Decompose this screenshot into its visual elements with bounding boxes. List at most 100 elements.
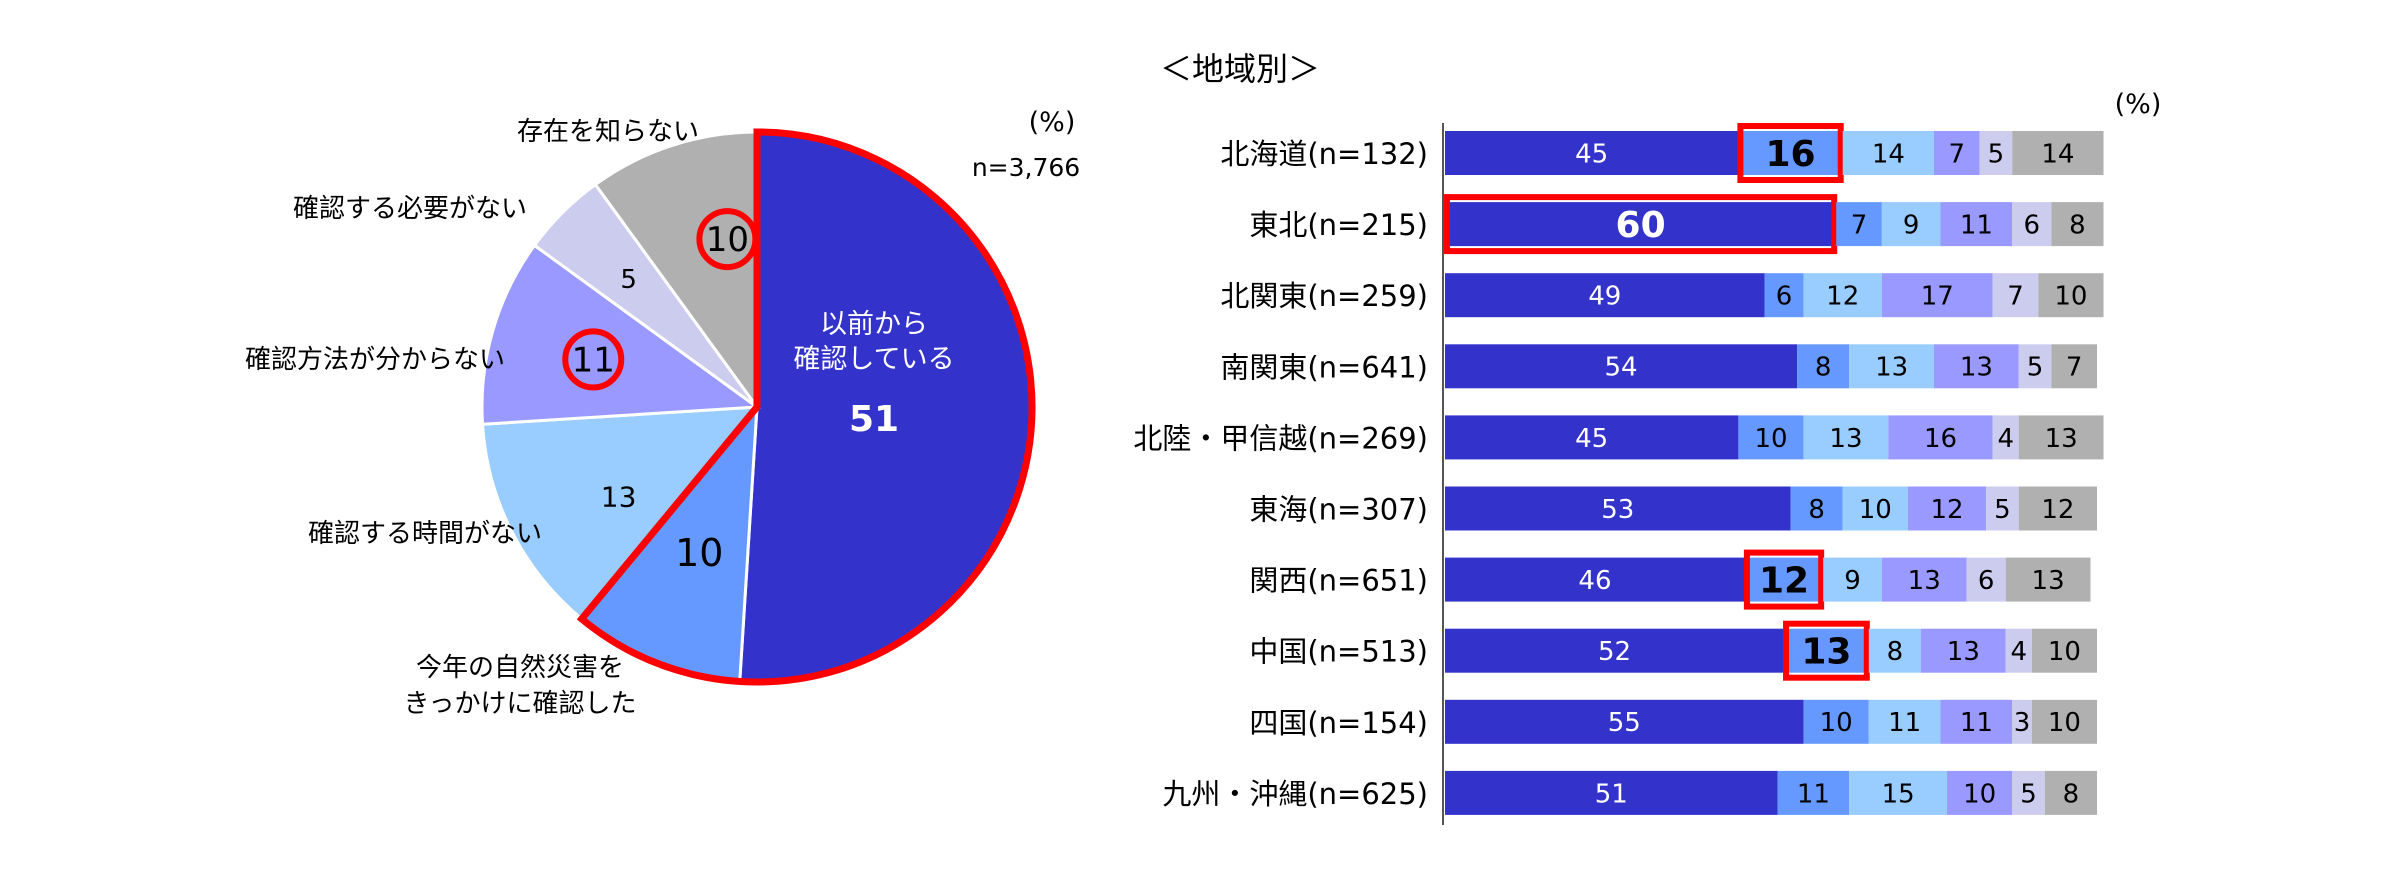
bar-value-label: 17 (1921, 282, 1954, 312)
bar-segment (1777, 770, 1850, 815)
pie-unit-label: (%) (1029, 107, 1076, 138)
pie-slice-label: 確認する時間がない (308, 519, 542, 549)
bar-value-label: 12 (1826, 282, 1859, 312)
bar-segment (1823, 557, 1882, 602)
bar-segment (1738, 131, 1843, 175)
pie-slice-label: 以前から (820, 309, 928, 340)
bar-value-label: 49 (1588, 282, 1621, 312)
highlight-circle (562, 328, 625, 391)
bar-segment (1744, 557, 1824, 602)
bar-value-label: 11 (1797, 779, 1830, 809)
category-label: 四国(n=154) (1249, 706, 1428, 740)
bar-value-label: 10 (2054, 282, 2087, 312)
bar-value-label: 5 (2020, 779, 2037, 809)
bar-value-label: 5 (2027, 353, 2044, 383)
highlight-box (1444, 194, 1838, 255)
bar-value-label: 10 (2048, 637, 2081, 667)
pie-slice-value: 5 (620, 265, 637, 295)
pie-slice-label: 確認方法が分からない (245, 345, 505, 375)
bar-value-label: 55 (1608, 708, 1641, 738)
bar-segment (1986, 486, 2019, 531)
bar-value-label: 15 (1882, 779, 1915, 809)
bar-segment (2018, 344, 2052, 389)
bar-segment (1445, 344, 1798, 389)
bar-segment (1868, 699, 1941, 744)
bar-segment (1836, 202, 1882, 247)
highlight-outline (576, 128, 1036, 686)
bar-value-label: 7 (2007, 282, 2024, 312)
bar-value-label: 13 (1960, 353, 1993, 383)
category-label: 九州・沖縄(n=625) (1162, 777, 1428, 811)
bar-value-label: 52 (1598, 637, 1631, 667)
bar-value-label: 8 (2069, 210, 2086, 240)
highlight-box (1783, 620, 1870, 681)
bar-value-label: 7 (1851, 210, 1868, 240)
bar-value-label: 14 (1872, 139, 1905, 169)
bar-value-label: 8 (2063, 779, 2080, 809)
bar-value-label: 10 (1859, 495, 1892, 525)
bar-value-label: 11 (1960, 210, 1993, 240)
bar-segment (1445, 699, 1804, 744)
category-label: 中国(n=513) (1249, 635, 1428, 669)
pie-slice-label: 確認している (793, 344, 954, 375)
bar-segment (1947, 770, 2013, 815)
bar-segment (2031, 628, 2097, 673)
bar-value-label: 45 (1575, 139, 1608, 169)
bar-segment (1888, 415, 1993, 460)
bar-segment (1842, 131, 1934, 175)
bar-value-label: 13 (1908, 566, 1941, 596)
bar-segment (1445, 486, 1791, 531)
pie-sample-label: n=3,766 (972, 153, 1080, 182)
bar-value-label: 8 (1815, 353, 1832, 383)
bar-segment (2018, 415, 2104, 460)
category-label: 南関東(n=641) (1220, 350, 1428, 384)
bar-value-label: 14 (2041, 139, 2074, 169)
bar-value-label: 13 (1947, 637, 1980, 667)
bar-value-label: 12 (2041, 495, 2074, 525)
bar-segment (1764, 273, 1804, 318)
bar-value-label: 45 (1575, 424, 1608, 454)
bar-value-label: 6 (1978, 566, 1995, 596)
bar-value-label: 16 (1766, 134, 1816, 175)
pie-slice-value: 10 (675, 531, 723, 575)
bar-value-label: 9 (1903, 210, 1920, 240)
bar-segment (1445, 770, 1778, 815)
bar-value-label: 3 (2014, 708, 2031, 738)
bar-segment (1907, 486, 1987, 531)
bar-segment (1979, 131, 2013, 175)
bar-value-label: 7 (1949, 139, 1966, 169)
bar-segment (2038, 273, 2104, 318)
category-label: 関西(n=651) (1249, 564, 1428, 598)
highlight-box (1743, 549, 1825, 610)
category-label: 北陸・甲信越(n=269) (1133, 421, 1428, 455)
bar-value-label: 9 (1844, 566, 1861, 596)
bar-segment (2012, 202, 2052, 247)
bar-value-label: 13 (2032, 566, 2065, 596)
bar-value-label: 46 (1578, 566, 1611, 596)
bar-segment (1881, 202, 1941, 247)
bar-value-label: 4 (1997, 424, 2014, 454)
pie-slice (480, 243, 762, 426)
bar-segment (1445, 628, 1785, 673)
bar-segment (1940, 699, 2013, 744)
bar-value-label: 10 (1963, 779, 1996, 809)
bar-value-label: 51 (1595, 779, 1628, 809)
bar-segment (2012, 770, 2045, 815)
bar-value-label: 5 (1994, 495, 2011, 525)
bar-value-label: 13 (2045, 424, 2078, 454)
bar-segment (2012, 131, 2104, 175)
bar-segment (2031, 699, 2097, 744)
bar-value-label: 11 (1888, 708, 1921, 738)
bar-segment (1803, 699, 1869, 744)
bar-value-label: 8 (1808, 495, 1825, 525)
bar-segment (1445, 202, 1837, 247)
bar-value-label: 10 (2048, 708, 2081, 738)
bar-segment (1842, 486, 1908, 531)
bar-value-label: 12 (1759, 561, 1809, 602)
bar-value-label: 7 (2066, 353, 2083, 383)
bar-value-label: 13 (1829, 424, 1862, 454)
bar-segment (2051, 344, 2097, 389)
pie-slice-value: 51 (849, 399, 899, 440)
category-label: 北関東(n=259) (1220, 279, 1428, 313)
